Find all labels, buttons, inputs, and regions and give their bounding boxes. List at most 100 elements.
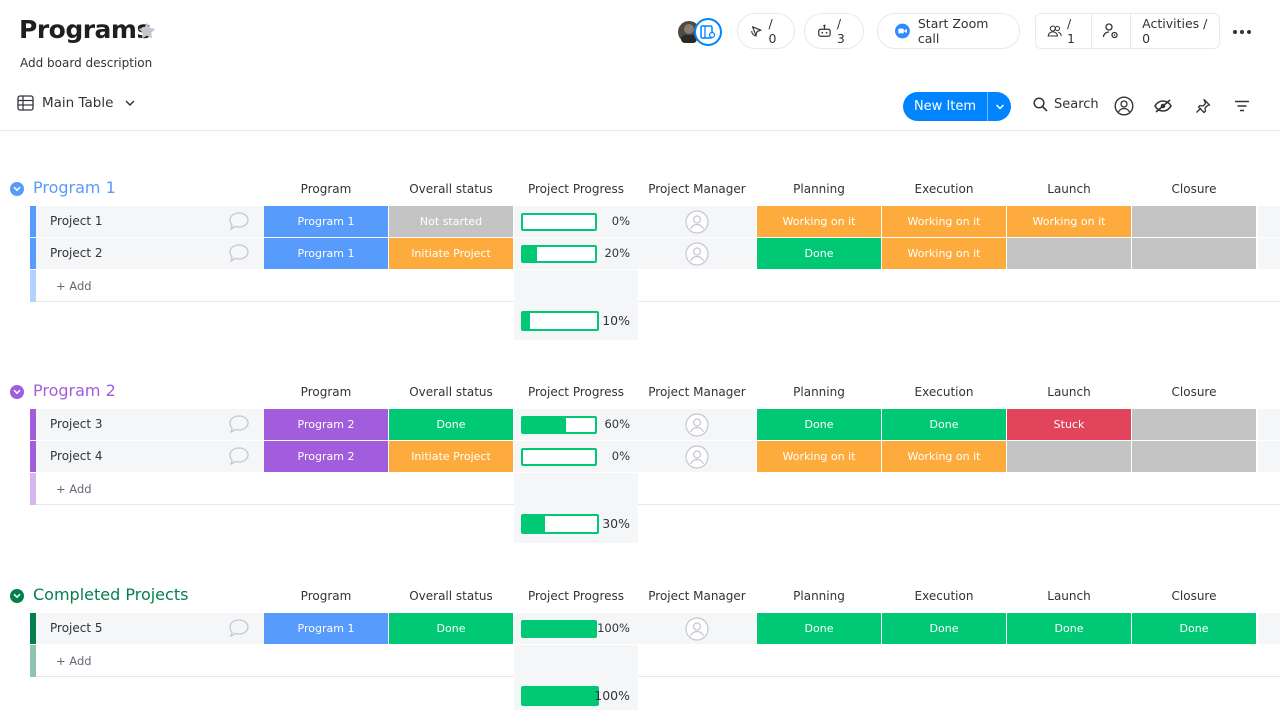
item-name[interactable]: Project 2 [36,238,264,269]
execution-status-cell[interactable]: Done [882,409,1006,440]
column-header[interactable]: Project Progress [527,385,625,399]
closure-status-cell[interactable] [1132,409,1256,440]
column-header[interactable]: Project Progress [527,589,625,603]
column-header[interactable]: Execution [914,385,974,399]
project-manager-cell[interactable] [638,206,756,237]
add-item-row[interactable]: + Add [30,645,1280,677]
chat-bubble-icon[interactable] [228,446,250,466]
column-header[interactable]: Program [300,589,352,603]
activities-button[interactable]: Activities / 0 [1131,14,1219,48]
table-row[interactable]: Project 1 Program 1 Not started 0% Working o… [30,206,1280,238]
person-filter-icon[interactable] [1114,96,1134,116]
filter-icon[interactable] [1232,96,1252,116]
column-header[interactable]: Planning [793,385,845,399]
group-title[interactable]: Program 2 [33,381,116,400]
add-item-label[interactable]: + Add [56,482,92,496]
planning-status-cell[interactable]: Done [757,409,881,440]
column-header[interactable]: Program [300,182,352,196]
search-button[interactable]: Search [1033,97,1099,112]
column-header[interactable]: Closure [1171,589,1217,603]
invite-integrations-button[interactable] [1092,14,1130,48]
pin-icon[interactable] [1193,96,1213,116]
table-row[interactable]: Project 4 Program 2 Initiate Project 0% Work… [30,441,1280,473]
members-button[interactable]: / 1 [1036,14,1091,48]
column-header[interactable]: Closure [1171,182,1217,196]
chat-bubble-icon[interactable] [228,243,250,263]
execution-status-cell[interactable]: Working on it [882,238,1006,269]
column-header[interactable]: Project Manager [648,385,746,399]
column-header[interactable]: Execution [914,182,974,196]
program-cell[interactable]: Program 2 [264,409,388,440]
column-header[interactable]: Planning [793,182,845,196]
column-header[interactable]: Planning [793,589,845,603]
group-title[interactable]: Completed Projects [33,585,189,604]
planning-status-cell[interactable]: Done [757,238,881,269]
overall-status-cell[interactable]: Done [389,409,513,440]
overall-status-cell[interactable]: Done [389,613,513,644]
program-cell[interactable]: Program 1 [264,238,388,269]
execution-status-cell[interactable]: Working on it [882,441,1006,472]
program-cell[interactable]: Program 1 [264,206,388,237]
closure-status-cell[interactable] [1132,238,1256,269]
view-selector[interactable]: Main Table [17,95,139,111]
hide-columns-icon[interactable] [1153,96,1173,116]
planning-status-cell[interactable]: Working on it [757,441,881,472]
item-name[interactable]: Project 3 [36,409,264,440]
zoom-call-button[interactable]: Start Zoom call [877,13,1020,49]
launch-status-cell[interactable]: Working on it [1007,206,1131,237]
program-cell[interactable]: Program 2 [264,441,388,472]
column-header[interactable]: Program [300,385,352,399]
column-header[interactable]: Project Progress [527,182,625,196]
new-item-button[interactable]: New Item [903,92,1011,121]
column-header[interactable]: Overall status [409,589,493,603]
column-header[interactable]: Launch [1047,385,1091,399]
board-members-avatars[interactable] [676,18,722,46]
chevron-down-icon[interactable] [10,385,24,399]
column-header[interactable]: Project Manager [648,182,746,196]
overall-status-cell[interactable]: Initiate Project [389,441,513,472]
execution-status-cell[interactable]: Done [882,613,1006,644]
add-item-row[interactable]: + Add [30,270,1280,302]
table-row[interactable]: Project 2 Program 1 Initiate Project 20% Don… [30,238,1280,270]
project-manager-cell[interactable] [638,441,756,472]
column-header[interactable]: Execution [914,589,974,603]
add-item-label[interactable]: + Add [56,654,92,668]
planning-status-cell[interactable]: Working on it [757,206,881,237]
overall-status-cell[interactable]: Initiate Project [389,238,513,269]
add-item-row[interactable]: + Add [30,473,1280,505]
launch-status-cell[interactable]: Stuck [1007,409,1131,440]
star-icon[interactable] [137,21,157,41]
closure-status-cell[interactable] [1132,206,1256,237]
board-title[interactable]: Programs [19,15,151,44]
column-header[interactable]: Overall status [409,182,493,196]
board-description[interactable]: Add board description [20,56,153,70]
column-header[interactable]: Closure [1171,385,1217,399]
execution-status-cell[interactable]: Working on it [882,206,1006,237]
automations-pill[interactable]: / 3 [804,13,864,49]
chevron-down-icon[interactable] [10,182,24,196]
launch-status-cell[interactable]: Done [1007,613,1131,644]
column-header[interactable]: Launch [1047,182,1091,196]
item-name[interactable]: Project 5 [36,613,264,644]
chevron-down-icon[interactable] [10,589,24,603]
launch-status-cell[interactable] [1007,238,1131,269]
column-header[interactable]: Overall status [409,385,493,399]
column-header[interactable]: Launch [1047,589,1091,603]
column-header[interactable]: Project Manager [648,589,746,603]
overall-status-cell[interactable]: Not started [389,206,513,237]
table-row[interactable]: Project 3 Program 2 Done 60% Done Done Stuck [30,409,1280,441]
group-title[interactable]: Program 1 [33,178,116,197]
launch-status-cell[interactable] [1007,441,1131,472]
table-row[interactable]: Project 5 Program 1 Done 100% Done Done Done Do… [30,613,1280,645]
item-name[interactable]: Project 1 [36,206,264,237]
chat-bubble-icon[interactable] [228,414,250,434]
project-manager-cell[interactable] [638,409,756,440]
item-name[interactable]: Project 4 [36,441,264,472]
chat-bubble-icon[interactable] [228,211,250,231]
add-item-label[interactable]: + Add [56,279,92,293]
updates-pill[interactable]: / 0 [737,13,795,49]
program-cell[interactable]: Program 1 [264,613,388,644]
chat-bubble-icon[interactable] [228,618,250,638]
closure-status-cell[interactable] [1132,441,1256,472]
project-manager-cell[interactable] [638,613,756,644]
